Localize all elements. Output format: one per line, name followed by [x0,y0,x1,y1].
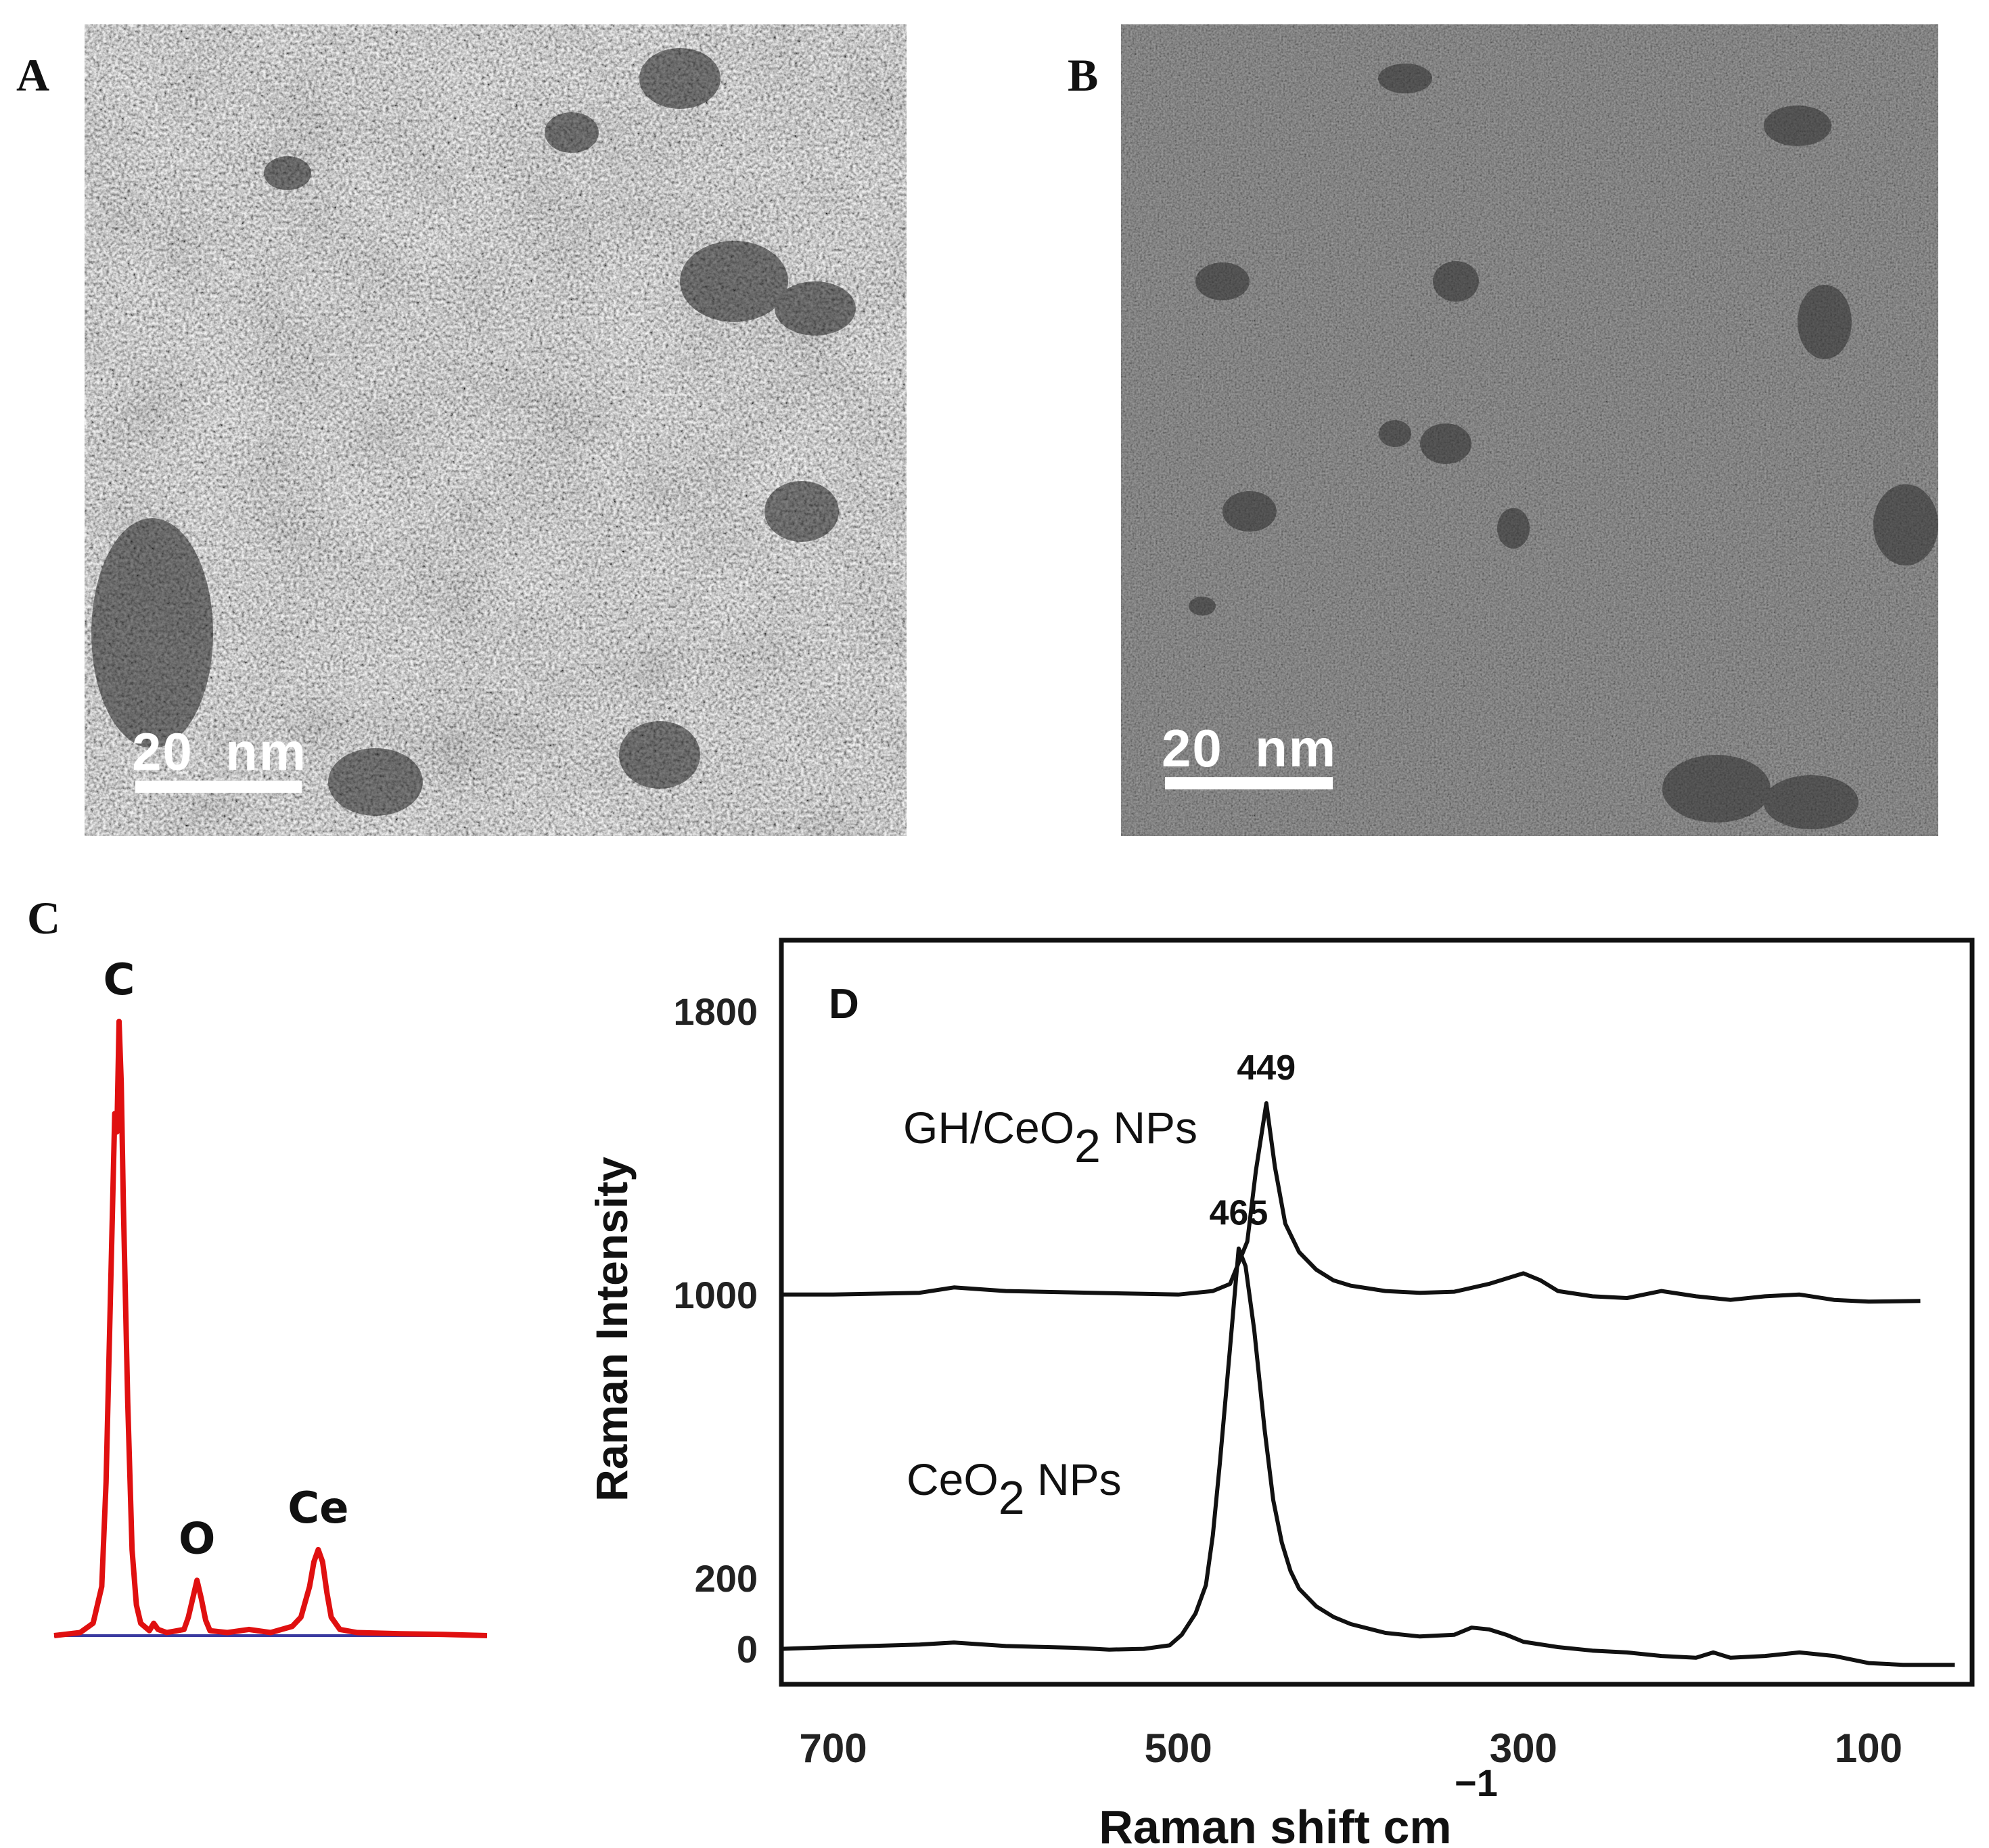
y-tick-label: 0 [737,1628,758,1671]
raman-series-line [781,1246,1955,1667]
peak-label: 449 [1237,1048,1296,1088]
series-label-main: GH/CeO [903,1103,1074,1153]
tem-image-b-texture [1121,24,1938,836]
series-label-tail: NPs [1101,1103,1197,1153]
scale-bar-a [135,781,302,793]
panel-label-b: B [1068,49,1099,101]
series-label-subscript: 2 [999,1471,1025,1524]
y-tick-label: 1800 [673,990,758,1033]
x-axis-label-superscript: −1 [1455,1761,1498,1804]
panel-label-d: D [829,981,859,1027]
tem-image-a-texture [85,24,907,836]
x-tick-label: 500 [1145,1726,1212,1771]
peak-label: 465 [1210,1194,1268,1233]
scale-bar-label-b: 20 nm [1162,718,1338,778]
plot-frame [779,938,1975,1687]
x-tick-label: 100 [1835,1726,1902,1771]
series-label-subscript: 2 [1074,1119,1101,1172]
x-tick-label: 300 [1490,1726,1557,1771]
y-tick-label: 1000 [673,1274,758,1316]
series-label-tail: NPs [1025,1454,1122,1504]
panel-label-a: A [16,49,50,101]
x-axis-label: Raman shift cm [1099,1801,1451,1848]
tem-image-b: 20 nm [1121,24,1938,836]
raman-series-line [781,1101,1921,1304]
series-label: GH/CeO2 NPs [903,1103,1197,1172]
panel-label-c: C [27,892,61,944]
x-tick-label: 700 [799,1726,867,1771]
series-label: CeO2 NPs [907,1454,1122,1524]
tem-image-a: 20 nm [85,24,907,836]
scale-bar-label-a: 20 nm [132,722,308,781]
y-axis-label: Raman Intensity [587,1157,637,1502]
eds-series-line [53,1019,488,1638]
eds-peak-label-ce: Ce [288,1483,348,1533]
scale-bar-b [1165,777,1333,789]
y-tick-label: 200 [695,1557,758,1600]
eds-peak-label-o: O [179,1514,215,1564]
eds-peak-label-c: C [104,955,135,1005]
series-label-main: CeO [907,1454,999,1504]
